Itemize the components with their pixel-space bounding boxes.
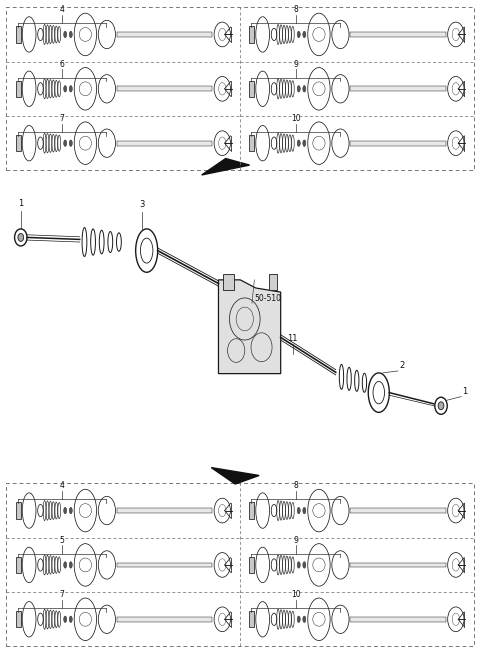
Ellipse shape <box>69 31 72 38</box>
Bar <box>249 611 254 627</box>
Ellipse shape <box>297 616 300 623</box>
Ellipse shape <box>297 140 300 146</box>
Bar <box>249 135 254 152</box>
Bar <box>249 557 254 573</box>
Text: 10: 10 <box>291 590 300 599</box>
Ellipse shape <box>303 616 306 623</box>
Ellipse shape <box>64 86 67 92</box>
Bar <box>249 26 254 43</box>
Text: 5: 5 <box>60 536 64 545</box>
Ellipse shape <box>303 507 306 514</box>
Bar <box>350 563 446 567</box>
Text: 11: 11 <box>288 333 298 343</box>
Bar <box>117 563 212 567</box>
Bar <box>350 617 446 621</box>
Text: 50-510: 50-510 <box>254 294 281 303</box>
Polygon shape <box>218 280 281 374</box>
Ellipse shape <box>64 507 67 514</box>
Bar <box>117 141 212 146</box>
Bar <box>350 32 446 37</box>
Bar <box>350 508 446 513</box>
Text: 3: 3 <box>139 200 144 209</box>
Ellipse shape <box>64 616 67 623</box>
Ellipse shape <box>303 140 306 146</box>
Text: 6: 6 <box>60 60 64 69</box>
Text: 8: 8 <box>293 5 298 14</box>
Text: 7: 7 <box>60 114 64 123</box>
Bar <box>16 502 21 519</box>
Ellipse shape <box>69 616 72 623</box>
Ellipse shape <box>303 561 306 568</box>
Ellipse shape <box>64 561 67 568</box>
Ellipse shape <box>303 31 306 38</box>
Ellipse shape <box>69 561 72 568</box>
Bar <box>269 273 277 290</box>
Text: 2: 2 <box>399 361 405 370</box>
Ellipse shape <box>303 86 306 92</box>
Text: 1: 1 <box>18 199 24 208</box>
Bar <box>117 508 212 513</box>
Text: 4: 4 <box>60 5 64 14</box>
Bar <box>117 86 212 91</box>
Bar <box>6 7 474 171</box>
Text: 8: 8 <box>293 482 298 490</box>
Ellipse shape <box>297 507 300 514</box>
Bar <box>249 502 254 519</box>
Bar <box>16 611 21 627</box>
Text: 7: 7 <box>60 590 64 599</box>
Ellipse shape <box>69 140 72 146</box>
Bar <box>117 617 212 621</box>
Bar <box>350 141 446 146</box>
Text: 4: 4 <box>60 482 64 490</box>
Bar <box>249 80 254 97</box>
Bar <box>350 86 446 91</box>
Bar <box>16 135 21 152</box>
Bar <box>117 32 212 37</box>
Circle shape <box>18 233 24 241</box>
Bar <box>16 80 21 97</box>
Ellipse shape <box>297 86 300 92</box>
Text: 9: 9 <box>293 60 298 69</box>
Text: 9: 9 <box>293 536 298 545</box>
Bar <box>16 557 21 573</box>
Polygon shape <box>202 159 250 175</box>
Bar <box>223 273 234 290</box>
Ellipse shape <box>64 31 67 38</box>
Ellipse shape <box>297 31 300 38</box>
Bar <box>16 26 21 43</box>
Ellipse shape <box>69 86 72 92</box>
Text: 1: 1 <box>463 387 468 396</box>
Bar <box>6 484 474 646</box>
Ellipse shape <box>69 507 72 514</box>
Text: 10: 10 <box>291 114 300 123</box>
Circle shape <box>438 402 444 410</box>
Ellipse shape <box>64 140 67 146</box>
Polygon shape <box>211 468 259 484</box>
Ellipse shape <box>297 561 300 568</box>
